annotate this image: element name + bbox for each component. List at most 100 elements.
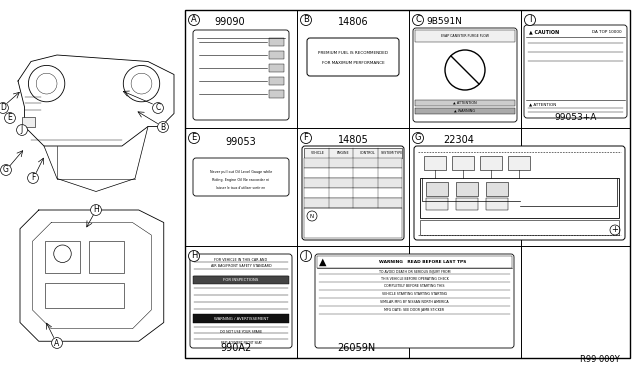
Bar <box>452 156 474 170</box>
Text: FOR INSPECTIONS: FOR INSPECTIONS <box>223 278 259 282</box>
Text: Never pull out Oil Level Gauge while: Never pull out Oil Level Gauge while <box>210 170 272 174</box>
Text: 14806: 14806 <box>338 17 368 27</box>
FancyBboxPatch shape <box>302 146 404 240</box>
Bar <box>269 64 284 72</box>
Text: COMPLETELY BEFORE STARTING THIS: COMPLETELY BEFORE STARTING THIS <box>384 284 445 288</box>
Text: ▲ CAUTION: ▲ CAUTION <box>529 29 559 35</box>
FancyBboxPatch shape <box>524 25 627 118</box>
Text: WARNING / AVERTISSEMENT: WARNING / AVERTISSEMENT <box>214 317 268 321</box>
Bar <box>45 282 124 308</box>
Text: N: N <box>310 214 314 218</box>
Bar <box>420 220 619 235</box>
Text: 990A2: 990A2 <box>220 343 252 353</box>
Bar <box>304 198 402 208</box>
Bar <box>508 156 530 170</box>
FancyBboxPatch shape <box>315 254 514 348</box>
Text: VEHICLE STARTING STARTING STARTING: VEHICLE STARTING STARTING STARTING <box>382 292 447 296</box>
Bar <box>193 276 289 284</box>
Text: SIMILAR MFG BY NISSAN NORTH AMERICA: SIMILAR MFG BY NISSAN NORTH AMERICA <box>380 300 449 304</box>
Text: CONTROL: CONTROL <box>360 151 375 155</box>
Text: SYSTEM/TYPE: SYSTEM/TYPE <box>381 151 403 155</box>
Bar <box>269 51 284 59</box>
Bar <box>89 241 124 273</box>
Text: REPLACEMENT FRONT SEAT: REPLACEMENT FRONT SEAT <box>221 341 261 345</box>
Text: AIR BAG/FRONT SAFETY STANDARD: AIR BAG/FRONT SAFETY STANDARD <box>211 264 271 268</box>
Text: B: B <box>161 122 166 131</box>
Text: I: I <box>529 16 531 25</box>
Text: 99090: 99090 <box>214 17 245 27</box>
Text: DO NOT USE YOUR SPARE: DO NOT USE YOUR SPARE <box>220 330 262 334</box>
Text: A: A <box>191 16 197 25</box>
Text: WARNING   READ BEFORE LAST TPS: WARNING READ BEFORE LAST TPS <box>379 260 466 264</box>
Bar <box>304 148 402 158</box>
Bar <box>426 182 448 196</box>
Text: 22304: 22304 <box>444 135 474 145</box>
Text: G: G <box>415 134 421 142</box>
Bar <box>486 182 508 196</box>
Text: MFG DATE: SEE DOOR JAMB STICKER: MFG DATE: SEE DOOR JAMB STICKER <box>385 308 445 312</box>
Text: 99053+A: 99053+A <box>554 113 596 122</box>
Bar <box>269 90 284 98</box>
Text: E: E <box>8 113 12 122</box>
Bar <box>22 118 35 126</box>
FancyBboxPatch shape <box>307 38 399 76</box>
Text: ENGINE: ENGINE <box>337 151 349 155</box>
FancyBboxPatch shape <box>414 146 625 240</box>
Bar <box>304 168 402 178</box>
Bar <box>424 156 446 170</box>
Text: F: F <box>31 173 35 183</box>
Text: VEHICLE: VEHICLE <box>312 151 325 155</box>
Text: C: C <box>156 103 161 112</box>
Bar <box>456 198 478 210</box>
Text: PREMIUM FUEL IS RECOMMENDED: PREMIUM FUEL IS RECOMMENDED <box>318 51 388 55</box>
Text: EVAP CANISTER PURGE FLOW: EVAP CANISTER PURGE FLOW <box>441 34 489 38</box>
Bar <box>415 30 515 42</box>
Text: E: E <box>191 134 196 142</box>
Bar <box>269 77 284 85</box>
Bar <box>45 241 80 273</box>
Bar <box>304 208 402 238</box>
FancyBboxPatch shape <box>193 158 289 196</box>
Text: DA TOP 10000: DA TOP 10000 <box>593 30 622 34</box>
Text: FOR VEHICLE IN THIS CAR AND: FOR VEHICLE IN THIS CAR AND <box>214 258 268 262</box>
FancyBboxPatch shape <box>193 30 289 120</box>
Bar <box>415 100 515 106</box>
Text: J: J <box>305 251 307 260</box>
FancyBboxPatch shape <box>190 254 292 348</box>
Text: D: D <box>0 103 6 112</box>
Text: ▲ ATTENTION: ▲ ATTENTION <box>529 102 556 106</box>
Bar <box>269 38 284 46</box>
Bar <box>304 158 402 168</box>
Text: TO AVOID DEATH OR SERIOUS INJURY FROM: TO AVOID DEATH OR SERIOUS INJURY FROM <box>379 270 451 274</box>
Text: H: H <box>191 251 197 260</box>
Text: G: G <box>3 166 9 174</box>
Text: 26059N: 26059N <box>337 343 375 353</box>
Text: H: H <box>93 205 99 215</box>
Text: J: J <box>21 125 23 135</box>
Bar <box>420 178 619 218</box>
Text: F: F <box>303 134 308 142</box>
Text: Riding. Engine Oil Ne raccorder ni: Riding. Engine Oil Ne raccorder ni <box>212 178 269 182</box>
Text: ▲ WARNING: ▲ WARNING <box>454 109 476 113</box>
Text: B: B <box>303 16 309 25</box>
Bar <box>415 108 515 114</box>
Text: 99053: 99053 <box>226 137 257 147</box>
Text: laisser le taux d'utiliser sortir en: laisser le taux d'utiliser sortir en <box>216 186 266 190</box>
Text: 14805: 14805 <box>338 135 369 145</box>
Bar <box>456 182 478 196</box>
Text: A: A <box>54 339 60 347</box>
Text: ▲ ATTENTION: ▲ ATTENTION <box>453 101 477 105</box>
Bar <box>185 10 630 358</box>
Text: FOR MAXIMUM PERFORMANCE: FOR MAXIMUM PERFORMANCE <box>322 61 385 65</box>
Bar <box>480 156 502 170</box>
Text: THIS VEHICLE BEFORE OPERATING CHECK: THIS VEHICLE BEFORE OPERATING CHECK <box>381 277 449 281</box>
Bar <box>317 256 512 268</box>
Bar <box>486 198 508 210</box>
Bar <box>304 188 402 198</box>
Text: ▲: ▲ <box>319 257 327 267</box>
Bar <box>193 314 289 323</box>
FancyBboxPatch shape <box>413 28 517 122</box>
Text: +: + <box>612 225 618 234</box>
Bar <box>426 198 448 210</box>
Text: 9B591N: 9B591N <box>426 17 462 26</box>
